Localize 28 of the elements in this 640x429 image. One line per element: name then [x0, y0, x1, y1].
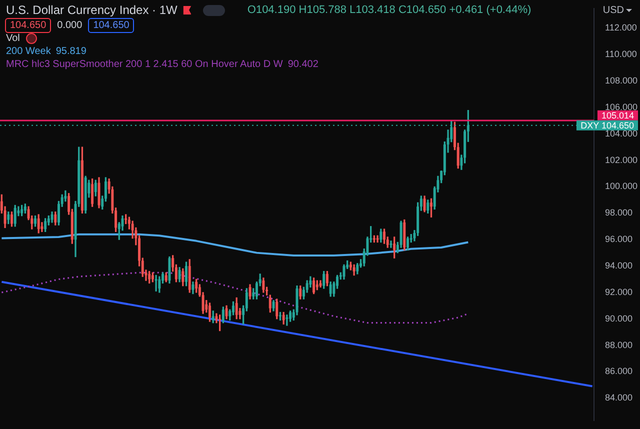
y-tick-label: 96.000: [605, 234, 633, 244]
y-tick-label: 112.000: [605, 22, 637, 33]
y-tick-label: 102.000: [605, 154, 638, 165]
y-tick-label: 92.000: [605, 286, 633, 297]
y-axis-title: USD: [602, 4, 624, 17]
text: MRC hlc3 SuperSmoother 200 1 2.415 60 On Hover Auto D W: [6, 58, 283, 71]
y-tick-label: 110.000: [605, 49, 637, 60]
annotation: 90.402: [288, 58, 318, 71]
chart-title: U.S. Dollar Currency Index · 1W: [6, 3, 178, 17]
y-tick-label: 84.000: [605, 392, 633, 403]
y-tick-label: 86.000: [605, 366, 633, 376]
annotation: 104.650: [88, 18, 134, 33]
ref-line-label: 105.014: [601, 110, 634, 120]
y-tick-label: 106.000: [605, 102, 638, 112]
y-tick-label: 88.000: [605, 340, 633, 350]
annotation: O104.190 H105.788 L103.418 C104.650 +0.461 (+0.44%): [247, 3, 532, 17]
y-tick-label: 90.000: [605, 313, 633, 324]
y-tick-label: 104.000: [605, 128, 638, 138]
annotation: 95.819: [56, 45, 86, 58]
annotation: 0.000: [57, 19, 82, 32]
annotation: 104.650: [5, 18, 52, 33]
y-tick-label: 94.000: [605, 260, 633, 271]
text: 200 Week: [6, 45, 51, 58]
y-tick-label: 98.000: [605, 208, 633, 218]
y-tick-label: 100.000: [605, 181, 638, 192]
annotation: Vol: [6, 32, 20, 45]
y-tick-label: 108.000: [605, 76, 638, 86]
ref-line-label: DXY 104.650: [580, 120, 634, 130]
